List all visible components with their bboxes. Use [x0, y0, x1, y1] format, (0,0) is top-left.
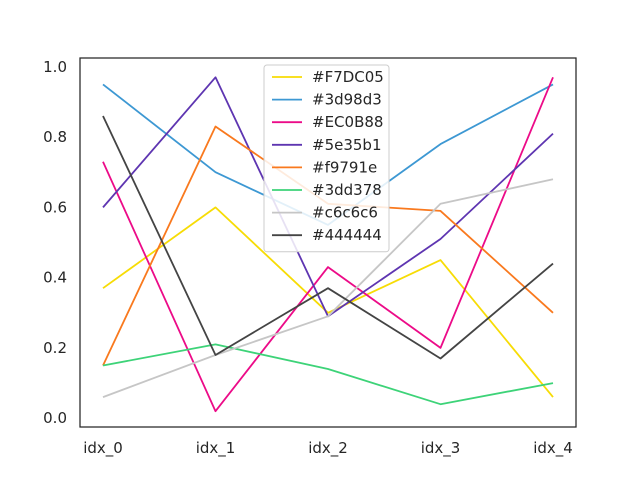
legend-entry-label: #444444 [312, 226, 382, 244]
y-tick-label: 0.8 [43, 128, 67, 146]
x-tick-label: idx_3 [421, 439, 461, 458]
y-tick-label: 0.2 [43, 339, 67, 357]
series-line-5 [102, 343, 554, 406]
x-tick-label: idx_4 [533, 439, 573, 458]
x-tick-label: idx_0 [83, 439, 123, 458]
legend-entry-label: #5e35b1 [312, 136, 382, 154]
x-tick-label: idx_1 [196, 439, 236, 458]
legend-entry-label: #F7DC05 [312, 68, 384, 86]
legend-entry-label: #EC0B88 [312, 113, 383, 131]
y-tick-label: 1.0 [43, 58, 67, 76]
legend-entry-label: #3d98d3 [312, 91, 382, 109]
y-tick-label: 0.0 [43, 409, 67, 427]
legend-entry-label: #f9791e [312, 158, 377, 176]
legend-entry-label: #3dd378 [312, 181, 382, 199]
x-tick-label: idx_2 [308, 439, 348, 458]
y-tick-label: 0.6 [43, 198, 67, 216]
series-line-0 [102, 206, 554, 398]
legend: #F7DC05 #3d98d3 #EC0B88 #5e35b1 #f9791e #3dd3… [263, 64, 390, 253]
series-line-7 [102, 115, 554, 360]
legend-box [263, 64, 390, 253]
x-axis: idx_0 idx_1 idx_2 idx_3 idx_4 [83, 439, 573, 458]
axes-frame [79, 57, 577, 428]
series-line-2 [102, 76, 554, 413]
y-axis: 0.0 0.2 0.4 0.6 0.8 1.0 [43, 58, 67, 427]
series-line-6 [102, 178, 554, 398]
y-tick-label: 0.4 [43, 269, 67, 287]
legend-entry-label: #c6c6c6 [312, 204, 378, 222]
